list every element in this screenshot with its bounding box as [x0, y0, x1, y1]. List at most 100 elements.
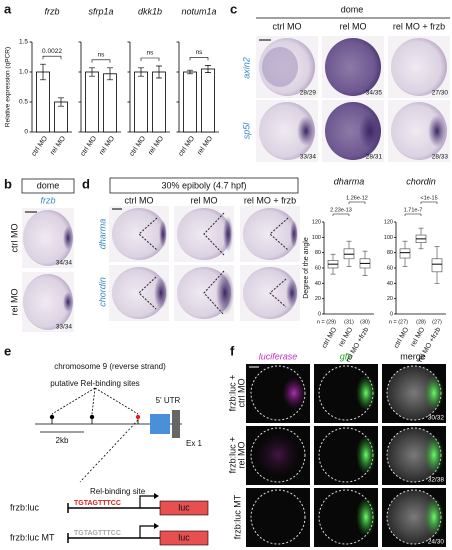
stage: dome — [37, 180, 60, 190]
count: 34/34 — [56, 260, 73, 267]
shape — [424, 375, 444, 411]
significance-label: 1.26e-12 — [346, 195, 368, 201]
shape — [159, 220, 167, 248]
shape — [89, 414, 95, 420]
y-tick-label: 100 — [312, 235, 321, 241]
bar — [134, 71, 148, 133]
count: 32/38 — [428, 477, 445, 484]
y-tick-label: 40 — [315, 281, 321, 287]
x-tick-label: rel MO — [410, 326, 427, 348]
shape — [63, 292, 73, 312]
error-bar — [205, 65, 211, 73]
shape — [250, 489, 306, 545]
shape — [94, 387, 139, 415]
y-tick-label: 20 — [387, 296, 393, 302]
row-label: frzb:luc + — [227, 437, 237, 474]
bar — [103, 73, 117, 133]
x-tick-label: rel MO — [98, 135, 116, 157]
y-tick-label: 0 — [24, 129, 28, 136]
row-label: rel MO — [236, 442, 246, 469]
chart-title: notum1a — [181, 6, 216, 16]
significance-label: <1e-15 — [420, 195, 437, 201]
significance-bracket — [404, 213, 422, 216]
row-label: frzb:luc MT — [232, 494, 242, 539]
embryo-image — [109, 206, 169, 262]
panel-label: b — [4, 176, 12, 191]
shape — [250, 427, 306, 483]
shape — [154, 493, 159, 499]
chart-title: frzb — [44, 6, 59, 16]
count: 30/32 — [428, 415, 445, 422]
reporter: luc — [178, 502, 190, 512]
y-axis-label: Relative expression (qPCR) — [5, 47, 12, 127]
panel-label: f — [230, 343, 235, 358]
fluorescence-images — [246, 364, 446, 547]
error-bar — [40, 63, 46, 81]
shape — [138, 276, 157, 310]
significance-bracket — [420, 201, 438, 204]
row-label: axin2 — [241, 57, 251, 79]
row-label: dharma — [97, 219, 107, 250]
shape — [356, 375, 376, 411]
chart-title: dkk1b — [138, 6, 162, 16]
embryo-image — [22, 272, 74, 332]
y-tick-label: 100 — [384, 235, 393, 241]
error-bar — [138, 67, 144, 77]
y-tick-label: 60 — [315, 265, 321, 271]
significance-label: ns — [98, 52, 106, 59]
chromosome-label: chromosome 9 (reverse strand) — [54, 362, 166, 371]
count: 28/31 — [366, 154, 383, 161]
x-tick-label: rel MO — [196, 135, 214, 157]
embryo-image — [22, 208, 74, 268]
x-tick-label: ctrl MO — [30, 135, 49, 158]
significance-label: 1.71e-7 — [404, 207, 423, 213]
significance-label: 0.0022 — [42, 48, 62, 55]
count: 34/35 — [366, 90, 383, 97]
count: 24/30 — [428, 539, 445, 546]
chart-title: dharma — [334, 176, 365, 186]
shape — [297, 116, 315, 146]
panel-label: c — [230, 1, 237, 16]
exon-label: Ex 1 — [186, 439, 203, 448]
column-header: rel MO + frzb — [244, 195, 296, 205]
y-tick-label: 20 — [315, 296, 321, 302]
significance-bracket — [348, 201, 366, 204]
n-label: n = (27) — [389, 319, 408, 325]
bar — [183, 71, 197, 133]
shape — [391, 102, 447, 160]
embryo-image — [109, 265, 169, 321]
shape — [262, 47, 298, 87]
shape — [203, 270, 225, 316]
panel-label: d — [82, 176, 90, 191]
significance-bracket — [332, 213, 350, 216]
error-bar — [156, 65, 162, 79]
count: 28/29 — [300, 90, 317, 97]
stage-box — [109, 177, 299, 194]
column-header: rel MO — [340, 21, 367, 31]
embryo-image — [174, 265, 234, 321]
y-tick-label: 80 — [315, 250, 321, 256]
utr-label: 5' UTR — [156, 396, 181, 405]
construct — [67, 523, 209, 546]
shape — [159, 500, 209, 516]
shape — [290, 220, 298, 248]
shape — [269, 217, 289, 251]
column-header: ctrl MO — [125, 195, 154, 205]
stage-box — [21, 178, 75, 194]
x-tick-label: ctrl MO — [321, 326, 339, 350]
shape — [159, 530, 209, 546]
shape — [154, 523, 159, 529]
n-label: (31) — [344, 319, 354, 325]
embryo-image — [322, 100, 384, 162]
row-label: ctrl MO — [236, 379, 246, 408]
count: 27/30 — [432, 90, 449, 97]
shape — [79, 419, 139, 483]
scale-label: 2kb — [56, 436, 69, 445]
x-tick-label: ctrl MO — [177, 135, 196, 158]
shape — [424, 497, 444, 537]
shape — [286, 279, 298, 307]
shape — [424, 435, 444, 475]
shape — [282, 377, 306, 409]
